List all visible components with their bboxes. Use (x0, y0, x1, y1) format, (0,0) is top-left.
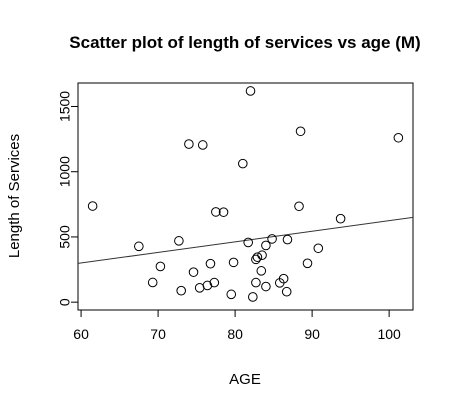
data-point (177, 286, 186, 295)
data-point (257, 267, 266, 276)
data-point (268, 235, 277, 244)
data-point (394, 133, 403, 142)
plot-frame (78, 83, 413, 310)
y-tick-label: 1500 (57, 91, 73, 122)
data-points (88, 87, 402, 302)
data-point (185, 140, 194, 149)
y-tick-label: 0 (57, 298, 73, 306)
data-point (303, 259, 312, 268)
data-point (262, 282, 271, 291)
data-point (246, 87, 255, 96)
data-point (295, 202, 304, 211)
data-point (229, 258, 238, 267)
data-point (88, 202, 97, 211)
x-tick-label: 70 (150, 326, 166, 342)
x-tick-label: 90 (304, 326, 320, 342)
x-tick-label: 80 (227, 326, 243, 342)
data-point (148, 278, 157, 287)
y-axis: 0 500 1000 1500 (57, 91, 78, 306)
x-tick-label: 100 (377, 326, 401, 342)
data-point (244, 238, 253, 247)
data-point (314, 244, 323, 253)
regression-line (78, 217, 413, 263)
y-axis-label: Length of Services (6, 134, 23, 258)
y-tick-label: 500 (57, 225, 73, 249)
data-point (135, 242, 144, 251)
data-point (336, 214, 345, 223)
data-point (283, 235, 292, 244)
chart-title: Scatter plot of length of services vs ag… (69, 33, 420, 52)
data-point (175, 237, 184, 246)
x-axis: 60 70 80 90 100 (73, 310, 401, 342)
data-point (252, 278, 261, 287)
data-point (189, 268, 198, 277)
data-point (198, 141, 207, 150)
data-point (206, 259, 215, 268)
data-point (239, 159, 248, 168)
data-point (156, 262, 165, 271)
data-point (227, 290, 236, 299)
data-point (282, 287, 291, 296)
x-tick-label: 60 (73, 326, 89, 342)
x-axis-label: AGE (229, 371, 261, 388)
data-point (249, 293, 258, 302)
y-tick-label: 1000 (57, 156, 73, 187)
data-point (210, 278, 219, 287)
data-point (296, 127, 305, 136)
